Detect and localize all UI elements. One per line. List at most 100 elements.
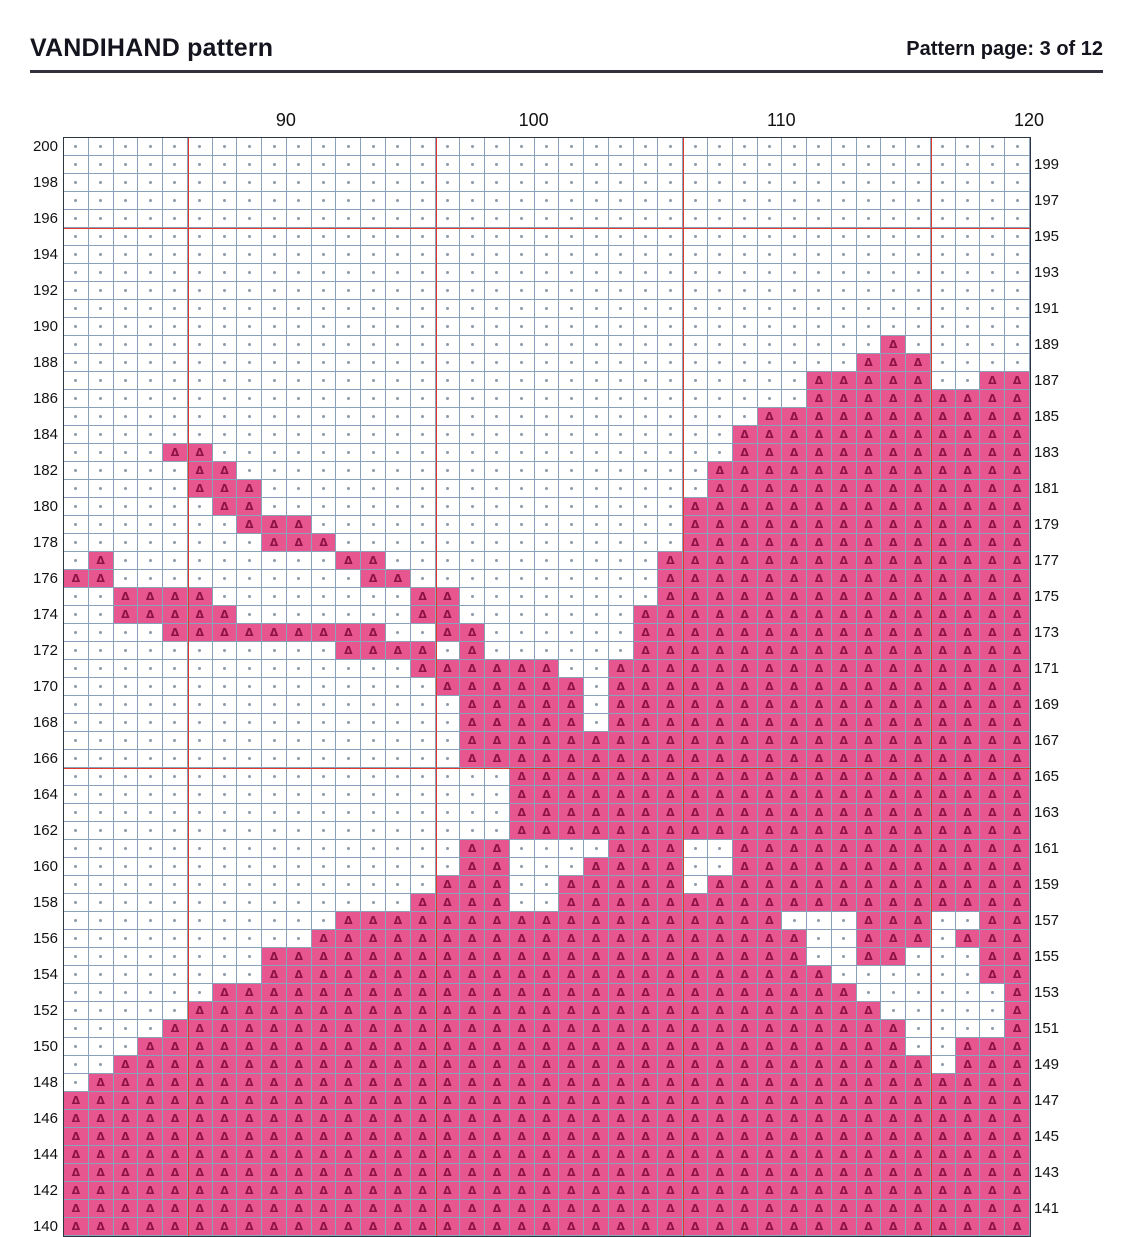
pattern-cell: Δ xyxy=(757,480,783,498)
pattern-cell: Δ xyxy=(782,660,808,678)
pattern-cell xyxy=(683,858,708,876)
pattern-cell xyxy=(385,282,411,300)
pattern-cell xyxy=(64,210,89,228)
pattern-cell: Δ xyxy=(930,804,956,822)
pattern-cell xyxy=(336,174,362,192)
pattern-cell: Δ xyxy=(658,912,684,930)
pattern-cell: Δ xyxy=(980,624,1006,642)
pattern-cell xyxy=(138,390,164,408)
pattern-cell xyxy=(460,192,486,210)
pattern-cell: Δ xyxy=(138,1200,164,1218)
pattern-cell xyxy=(88,858,114,876)
pattern-cell xyxy=(559,372,585,390)
pattern-cell: Δ xyxy=(1005,1038,1030,1056)
pattern-cell xyxy=(831,930,857,948)
pattern-cell: Δ xyxy=(658,822,684,840)
pattern-cell xyxy=(262,678,287,696)
pattern-cell: Δ xyxy=(807,390,832,408)
pattern-cell xyxy=(286,570,312,588)
pattern-cell xyxy=(64,678,89,696)
pattern-cell: Δ xyxy=(955,804,981,822)
pattern-cell: Δ xyxy=(509,1200,535,1218)
pattern-cell xyxy=(286,300,312,318)
pattern-cell: Δ xyxy=(831,1092,857,1110)
pattern-cell: Δ xyxy=(534,732,560,750)
pattern-cell xyxy=(187,678,213,696)
pattern-cell xyxy=(658,174,684,192)
pattern-cell: Δ xyxy=(460,1092,486,1110)
pattern-cell xyxy=(113,138,139,156)
pattern-cell: Δ xyxy=(757,768,783,786)
pattern-cell: Δ xyxy=(1005,876,1030,894)
pattern-cell xyxy=(906,1038,931,1056)
pattern-cell: Δ xyxy=(1005,390,1030,408)
pattern-cell xyxy=(163,390,188,408)
pattern-cell xyxy=(906,210,931,228)
pattern-cell xyxy=(435,408,461,426)
pattern-cell: Δ xyxy=(534,1002,560,1020)
pattern-cell xyxy=(807,336,832,354)
pattern-cell xyxy=(485,228,510,246)
pattern-cell: Δ xyxy=(831,498,857,516)
pattern-cell: Δ xyxy=(683,606,708,624)
pattern-cell xyxy=(732,354,758,372)
pattern-cell: Δ xyxy=(757,912,783,930)
pattern-cell: Δ xyxy=(906,642,931,660)
pattern-cell xyxy=(658,318,684,336)
pattern-cell xyxy=(113,804,139,822)
pattern-cell: Δ xyxy=(559,1038,585,1056)
pattern-cell: Δ xyxy=(485,1128,510,1146)
pattern-cell xyxy=(187,948,213,966)
pattern-cell: Δ xyxy=(782,1020,808,1038)
pattern-cell xyxy=(633,516,659,534)
pattern-cell xyxy=(906,948,931,966)
pattern-cell xyxy=(881,282,907,300)
pattern-cell: Δ xyxy=(460,876,486,894)
pattern-cell: Δ xyxy=(336,1002,362,1020)
pattern-cell xyxy=(336,300,362,318)
pattern-cell xyxy=(138,534,164,552)
pattern-cell xyxy=(88,498,114,516)
pattern-cell xyxy=(509,642,535,660)
pattern-cell: Δ xyxy=(980,516,1006,534)
pattern-cell xyxy=(707,192,733,210)
pattern-cell: Δ xyxy=(856,894,882,912)
pattern-cell: Δ xyxy=(930,444,956,462)
pattern-cell xyxy=(955,966,981,984)
pattern-cell: Δ xyxy=(980,804,1006,822)
pattern-cell xyxy=(683,426,708,444)
pattern-cell: Δ xyxy=(782,822,808,840)
pattern-cell: Δ xyxy=(955,1074,981,1092)
pattern-cell xyxy=(262,354,287,372)
pattern-cell: Δ xyxy=(336,1074,362,1092)
pattern-cell xyxy=(534,210,560,228)
pattern-cell: Δ xyxy=(584,786,609,804)
pattern-cell xyxy=(608,588,634,606)
pattern-cell xyxy=(534,480,560,498)
pattern-cell: Δ xyxy=(930,1164,956,1182)
pattern-cell xyxy=(608,390,634,408)
pattern-cell xyxy=(187,966,213,984)
pattern-cell: Δ xyxy=(1005,732,1030,750)
pattern-cell: Δ xyxy=(732,750,758,768)
pattern-cell xyxy=(608,372,634,390)
pattern-cell xyxy=(831,156,857,174)
pattern-cell: Δ xyxy=(286,1074,312,1092)
pattern-cell xyxy=(559,642,585,660)
pattern-cell xyxy=(732,300,758,318)
pattern-cell xyxy=(336,750,362,768)
pattern-cell xyxy=(138,642,164,660)
pattern-cell xyxy=(930,264,956,282)
row-label: 187 xyxy=(1034,372,1060,389)
pattern-cell: Δ xyxy=(1005,1146,1030,1164)
pattern-cell: Δ xyxy=(906,678,931,696)
pattern-cell: Δ xyxy=(212,1182,238,1200)
pattern-cell xyxy=(336,768,362,786)
pattern-cell: Δ xyxy=(509,1038,535,1056)
pattern-cell xyxy=(286,750,312,768)
pattern-cell: Δ xyxy=(707,1146,733,1164)
pattern-cell xyxy=(435,732,461,750)
pattern-cell xyxy=(807,948,832,966)
pattern-cell xyxy=(212,372,238,390)
